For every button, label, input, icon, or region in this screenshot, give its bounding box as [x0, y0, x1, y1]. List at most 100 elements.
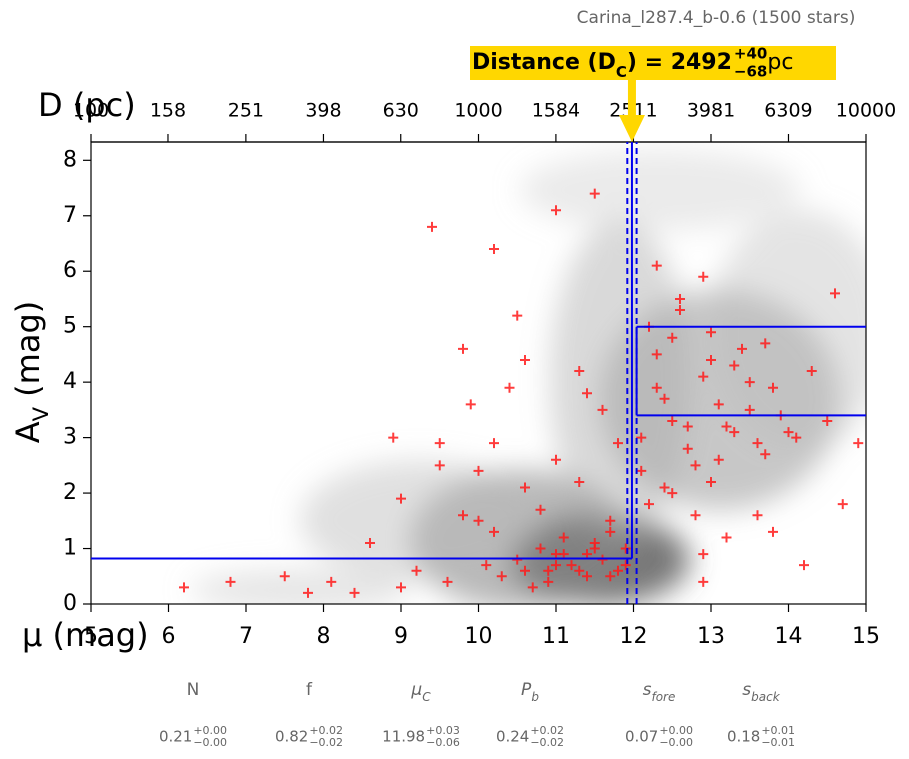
- distance-unit: pc: [767, 50, 793, 75]
- star-point: [589, 537, 600, 548]
- star-point: [179, 582, 189, 593]
- star-point: [411, 565, 422, 576]
- star-point: [489, 438, 499, 449]
- star-point: [527, 582, 538, 593]
- x-tick-label: 15: [852, 624, 880, 649]
- star-point: [543, 565, 554, 576]
- param-value: 0.21: [159, 728, 192, 746]
- star-point: [706, 354, 716, 365]
- star-point: [551, 454, 561, 465]
- star-point: [489, 244, 499, 255]
- star-point: [535, 504, 546, 515]
- star-point: [620, 543, 631, 554]
- y-axis-label-main: A: [9, 421, 47, 443]
- x2-tick-label: 1000: [454, 100, 502, 122]
- star-point: [783, 427, 794, 438]
- y-tick-label: 5: [63, 314, 77, 339]
- y-tick-label: 7: [63, 203, 77, 228]
- star-point: [675, 293, 685, 304]
- param-sub: back: [751, 690, 781, 704]
- x2-tick-label: 1584: [532, 100, 580, 122]
- param-plus: +0.02: [530, 724, 564, 737]
- star-point: [605, 526, 616, 537]
- star-point: [799, 560, 809, 571]
- star-point: [396, 582, 406, 593]
- star-point: [682, 443, 693, 454]
- star-point: [512, 554, 523, 565]
- star-point: [744, 377, 755, 388]
- star-point: [458, 510, 468, 521]
- y-tick-label: 3: [63, 425, 77, 450]
- distance-value: 2492: [671, 50, 732, 75]
- star-point: [620, 560, 631, 571]
- star-point: [706, 476, 716, 487]
- param-symbol: s: [742, 680, 751, 700]
- distance-annotation: Distance (DC) = 2492: [472, 50, 732, 81]
- star-point: [442, 576, 453, 587]
- star-point: [396, 493, 406, 504]
- y-axis-label: AV (mag): [9, 301, 53, 444]
- star-point: [535, 543, 546, 554]
- param-symbol: μ: [410, 680, 422, 700]
- star-point: [636, 465, 647, 476]
- star-point: [698, 371, 709, 382]
- star-point: [698, 549, 709, 560]
- star-point: [434, 460, 445, 471]
- x2-tick-label: 10000: [836, 100, 896, 122]
- star-point: [558, 549, 569, 560]
- star-point: [636, 432, 647, 443]
- star-point: [659, 482, 670, 493]
- param-minus: −0.01: [761, 736, 795, 749]
- star-point: [837, 499, 848, 510]
- star-point: [520, 565, 530, 576]
- annotation-box: [470, 46, 836, 80]
- star-point: [737, 343, 747, 354]
- star-point: [520, 482, 530, 493]
- param-value: 0.24: [496, 728, 529, 746]
- star-point: [667, 332, 678, 343]
- star-point: [721, 532, 732, 543]
- star-point: [744, 404, 755, 415]
- x-axis-label: μ (mag): [22, 616, 149, 654]
- param-value: 0.18: [727, 728, 760, 746]
- star-point: [520, 354, 530, 365]
- param-name: sfore: [643, 680, 676, 704]
- x2-tick-label: 158: [150, 100, 186, 122]
- param-name: sback: [742, 680, 780, 704]
- param-sub: fore: [651, 690, 675, 704]
- star-point: [279, 571, 290, 582]
- chart-title: Carina_l287.4_b-0.6 (1500 stars): [577, 8, 856, 28]
- x-tick-label: 14: [775, 624, 803, 649]
- annotation-arrow: [618, 80, 645, 142]
- x2-tick-label: 3981: [687, 100, 735, 122]
- param-minus: −0.02: [530, 736, 564, 749]
- star-point: [698, 271, 709, 282]
- x-tick-label: 13: [697, 624, 725, 649]
- star-point: [752, 510, 763, 521]
- x-tick-label: 10: [465, 624, 493, 649]
- param-value: 0.82: [275, 728, 308, 746]
- points: [179, 188, 864, 598]
- x-tick-label: 12: [620, 624, 648, 649]
- star-point: [768, 382, 778, 393]
- param-symbol: f: [306, 680, 313, 700]
- x-tick-label: 8: [317, 624, 331, 649]
- star-point: [512, 310, 523, 321]
- star-point: [225, 576, 236, 587]
- star-point: [597, 554, 608, 565]
- x2-tick-label: 630: [383, 100, 419, 122]
- star-point: [574, 476, 585, 487]
- star-point: [605, 571, 616, 582]
- star-point: [690, 460, 701, 471]
- star-point: [667, 488, 678, 499]
- x-tick-label: 9: [394, 624, 408, 649]
- star-point: [551, 560, 561, 571]
- star-point: [651, 349, 662, 360]
- param-name: N: [187, 680, 200, 700]
- distance-prefix-sub: C: [616, 63, 627, 81]
- y-tick-label: 2: [63, 480, 77, 505]
- star-point: [651, 382, 662, 393]
- param-plus: +0.00: [193, 724, 227, 737]
- star-point: [582, 571, 592, 582]
